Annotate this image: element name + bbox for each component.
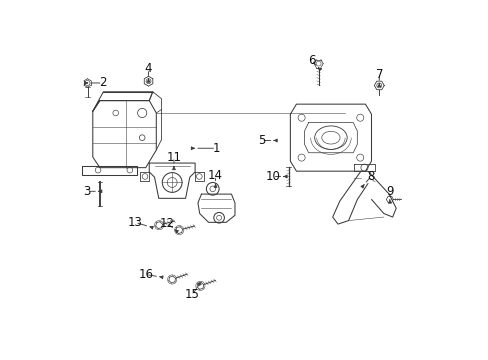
Text: 13: 13 <box>127 216 142 229</box>
Text: 4: 4 <box>144 62 152 75</box>
Text: 9: 9 <box>386 185 393 198</box>
Text: 5: 5 <box>257 134 264 147</box>
Text: 11: 11 <box>166 150 181 163</box>
Text: 3: 3 <box>83 185 90 198</box>
Text: 16: 16 <box>138 268 153 281</box>
Text: 12: 12 <box>159 217 174 230</box>
Text: 10: 10 <box>265 170 280 183</box>
Text: 6: 6 <box>307 54 315 67</box>
Text: 14: 14 <box>208 169 223 182</box>
Text: 8: 8 <box>366 170 374 183</box>
Text: 7: 7 <box>375 68 382 81</box>
Text: 1: 1 <box>212 142 220 155</box>
Text: 15: 15 <box>184 288 199 301</box>
Text: 2: 2 <box>99 76 106 90</box>
